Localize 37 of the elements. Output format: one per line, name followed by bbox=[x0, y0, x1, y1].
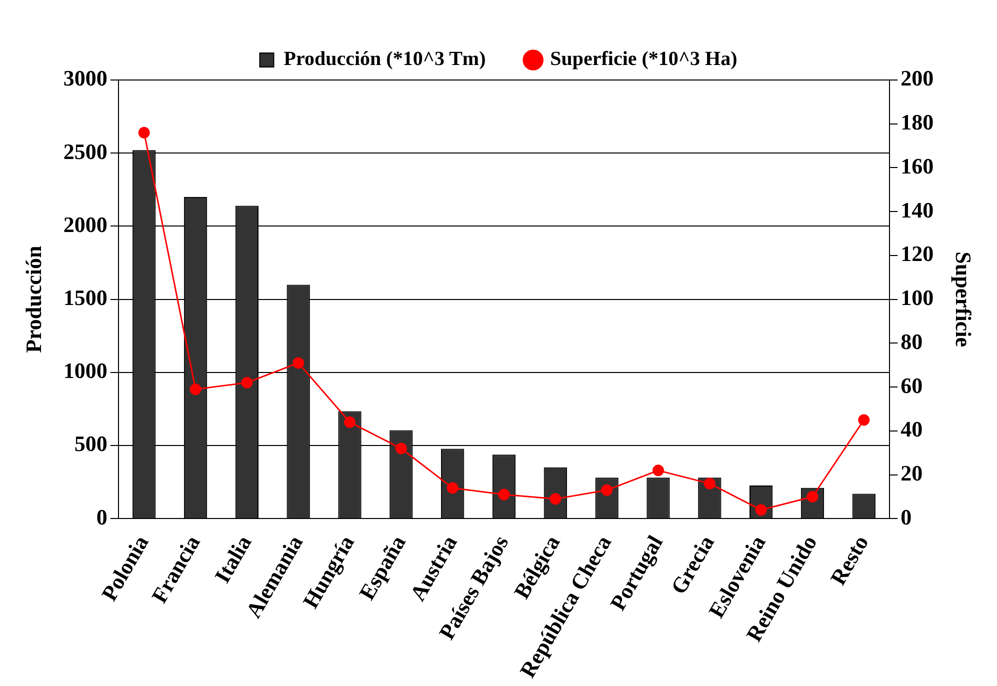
y2-tick-label: 0 bbox=[900, 504, 912, 530]
legend-label: Producción (*10^3 Tm) bbox=[284, 48, 486, 70]
y-tick-label: 500 bbox=[74, 431, 108, 456]
y2-axis-title: Superficie bbox=[951, 252, 976, 348]
point bbox=[241, 376, 253, 388]
y-tick-label: 1000 bbox=[63, 358, 108, 384]
y2-tick-label: 80 bbox=[900, 328, 923, 354]
point bbox=[446, 482, 458, 494]
point bbox=[190, 384, 202, 396]
y2-tick-label: 100 bbox=[900, 285, 934, 310]
y2-tick-label: 40 bbox=[900, 416, 923, 442]
legend-label: Superficie (*10^3 Ha) bbox=[550, 48, 738, 70]
point bbox=[601, 484, 613, 496]
point bbox=[704, 478, 716, 490]
point bbox=[498, 488, 510, 500]
point bbox=[652, 464, 664, 476]
point bbox=[344, 416, 356, 428]
y-tick-label: 0 bbox=[96, 504, 108, 530]
y-tick-label: 3000 bbox=[63, 66, 108, 91]
point bbox=[755, 504, 767, 516]
y2-tick-label: 120 bbox=[900, 241, 934, 266]
point bbox=[395, 442, 407, 454]
point bbox=[138, 126, 150, 138]
y2-tick-label: 140 bbox=[900, 197, 934, 222]
y-axis-title: Producción bbox=[20, 246, 46, 353]
point bbox=[806, 490, 818, 502]
y2-tick-label: 200 bbox=[900, 66, 934, 91]
point bbox=[858, 414, 870, 426]
y2-tick-label: 60 bbox=[900, 372, 923, 398]
point bbox=[292, 357, 304, 369]
point bbox=[550, 493, 562, 505]
y2-tick-label: 20 bbox=[900, 460, 923, 486]
y-tick-label: 2000 bbox=[63, 212, 108, 237]
y-tick-label: 2500 bbox=[63, 138, 108, 164]
y-tick-label: 1500 bbox=[63, 285, 108, 310]
y2-tick-label: 160 bbox=[900, 153, 934, 178]
y2-tick-label: 180 bbox=[900, 110, 934, 135]
